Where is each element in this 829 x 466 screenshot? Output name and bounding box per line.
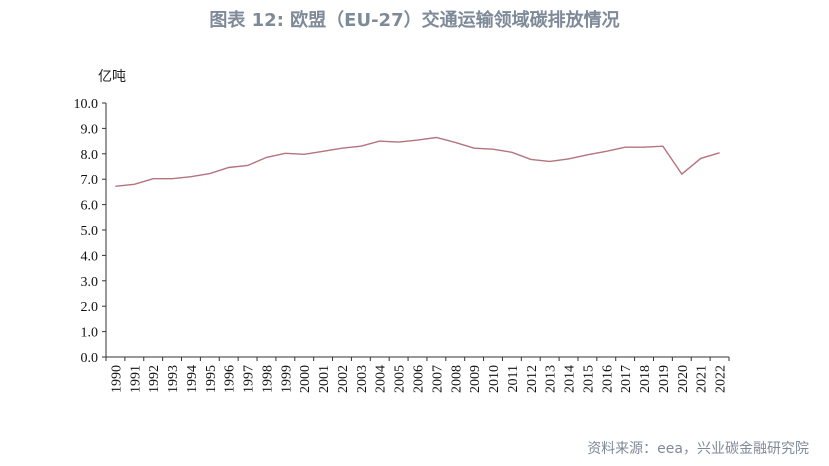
x-tick-label: 2013 <box>544 365 559 393</box>
x-tick-label: 2002 <box>336 365 351 393</box>
x-tick-label: 2016 <box>600 365 615 393</box>
y-axis-unit-label: 亿吨 <box>98 69 126 85</box>
y-tick-label: 7.0 <box>81 173 99 188</box>
x-tick-label: 2018 <box>638 365 653 393</box>
y-tick-label: 0.0 <box>81 351 99 366</box>
x-tick-label: 2003 <box>355 365 370 393</box>
y-tick-label: 8.0 <box>81 148 99 163</box>
y-tick-label: 2.0 <box>81 300 99 315</box>
x-tick-label: 2017 <box>619 365 634 393</box>
source-note: 资料来源：eea，兴业碳金融研究院 <box>587 441 809 457</box>
x-tick-label: 1995 <box>204 365 219 393</box>
x-tick-label: 1997 <box>242 365 257 393</box>
x-tick-label: 2011 <box>506 365 521 392</box>
x-tick-label: 2005 <box>393 365 408 393</box>
x-tick-label: 2007 <box>430 365 445 393</box>
y-tick-label: 4.0 <box>81 249 99 264</box>
chart-title: 图表 12: 欧盟（EU-27）交通运输领域碳排放情况 <box>209 10 620 31</box>
series <box>115 136 720 187</box>
x-tick-label: 2004 <box>374 365 389 393</box>
y-tick-label: 6.0 <box>81 199 99 214</box>
x-tick-label: 2019 <box>657 365 672 393</box>
x-tick-label: 1994 <box>185 365 200 393</box>
x-tick-label: 1999 <box>279 365 294 393</box>
x-tick-label: 2008 <box>449 365 464 393</box>
x-tick-label: 2020 <box>676 365 691 393</box>
y-axis: 0.0 1.0 2.0 3.0 4.0 5.0 6.0 7.0 8.0 9.0 10.0 <box>74 97 107 366</box>
y-tick-label: 5.0 <box>81 224 99 239</box>
series-line <box>115 136 720 187</box>
x-tick-label: 1993 <box>166 365 181 393</box>
x-tick-label: 1996 <box>223 365 238 393</box>
x-tick-label: 2010 <box>487 365 502 393</box>
x-tick-label: 2000 <box>298 365 313 393</box>
x-tick-label: 2001 <box>317 365 332 393</box>
x-tick-label: 2012 <box>525 365 540 393</box>
y-tick-label: 1.0 <box>81 326 99 341</box>
x-tick-label: 1992 <box>147 365 162 393</box>
x-tick-label: 2021 <box>695 365 710 393</box>
x-tick-label: 1990 <box>109 365 124 393</box>
x-tick-label: 2006 <box>412 365 427 393</box>
x-tick-label: 1998 <box>260 365 275 393</box>
x-tick-label: 1991 <box>128 365 143 393</box>
y-tick-label: 10.0 <box>74 97 99 112</box>
x-tick-label: 2022 <box>714 365 729 393</box>
y-tick-label: 3.0 <box>81 275 99 290</box>
x-tick-label: 2009 <box>468 365 483 393</box>
x-tick-label: 2015 <box>581 365 596 393</box>
x-axis: 1990 1991 1992 1993 1994 1995 1996 1997 1998 1999… <box>105 356 730 393</box>
x-tick-label: 2014 <box>563 365 578 393</box>
y-tick-label: 9.0 <box>81 122 99 137</box>
